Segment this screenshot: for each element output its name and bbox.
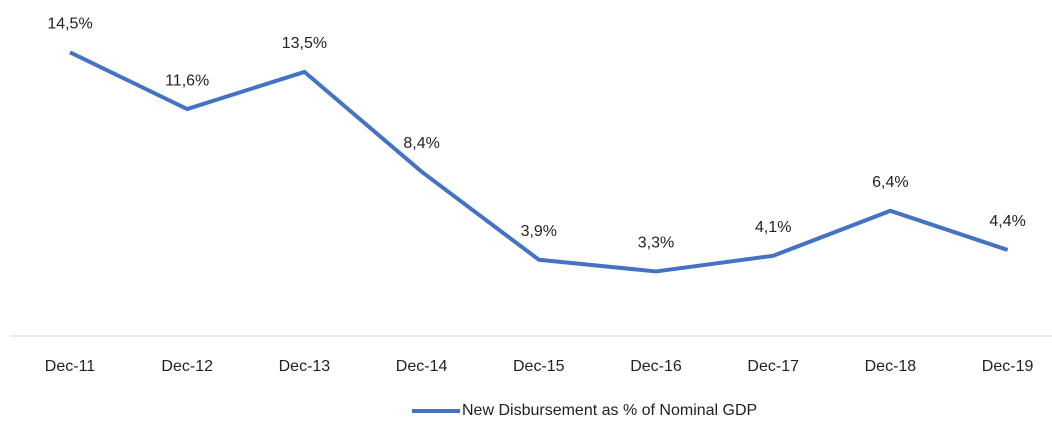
data-label: 13,5% [282, 35, 327, 52]
x-tick-label: Dec-17 [747, 358, 799, 375]
data-label: 6,4% [872, 174, 908, 191]
x-tick-label: Dec-19 [982, 358, 1034, 375]
data-label: 4,1% [755, 219, 791, 236]
x-tick-label: Dec-13 [279, 358, 331, 375]
data-label: 3,9% [521, 223, 557, 240]
data-label: 11,6% [165, 72, 209, 89]
data-label: 3,3% [638, 235, 674, 252]
data-label: 8,4% [403, 135, 439, 152]
x-tick-label: Dec-11 [45, 358, 95, 375]
x-tick-label: Dec-16 [630, 358, 682, 375]
x-tick-label: Dec-15 [513, 358, 565, 375]
line-series [69, 50, 1009, 274]
x-tick-label: Dec-14 [396, 358, 448, 375]
data-label: 14,5% [47, 16, 92, 33]
x-tick-label: Dec-12 [161, 358, 213, 375]
legend-label: New Disbursement as % of Nominal GDP [462, 402, 757, 419]
data-label: 4,4% [989, 213, 1025, 230]
x-tick-label: Dec-18 [865, 358, 917, 375]
